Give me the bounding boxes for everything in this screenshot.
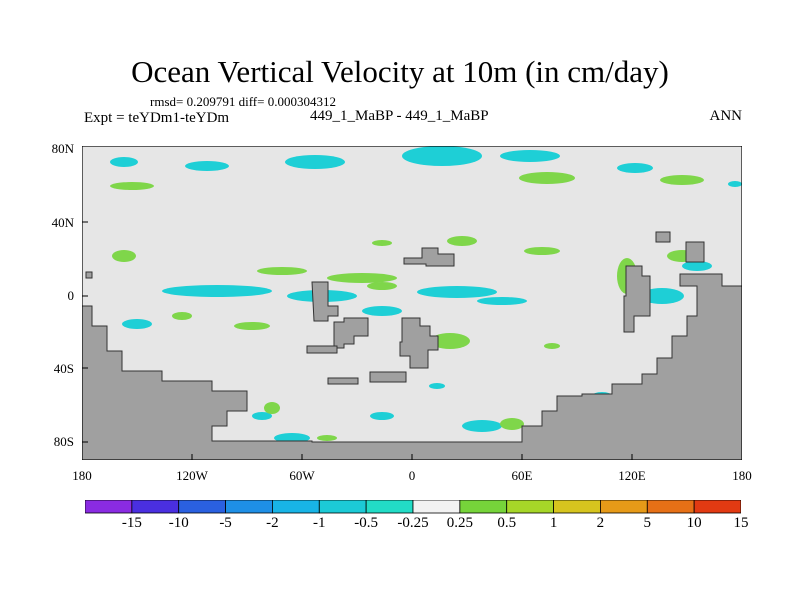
colorbar-label: 0.25 xyxy=(446,515,473,531)
colorbar-swatch xyxy=(646,500,695,514)
colorbar-swatch xyxy=(553,500,601,514)
colorbar-swatch xyxy=(225,500,273,514)
colorbar-label: -2 xyxy=(266,515,279,531)
colorbar-label: -0.5 xyxy=(354,515,379,531)
colorbar-label: 10 xyxy=(686,515,702,531)
colorbar-label: -0.25 xyxy=(397,515,429,531)
lon-label-180e: 180 xyxy=(732,468,752,483)
lon-label-120w: 120W xyxy=(176,468,208,483)
colorbar-label: -15 xyxy=(121,515,142,531)
lat-label-40n: 40N xyxy=(51,215,74,230)
map-title: Ocean Vertical Velocity at 10m (in cm/da… xyxy=(131,54,669,89)
lat-label-80s: 80S xyxy=(53,434,74,449)
colorbar-label: 5 xyxy=(643,515,652,531)
stats-line: rmsd= 0.209791 diff= 0.000304312 xyxy=(150,94,336,109)
lat-label-40s: 40S xyxy=(53,361,74,376)
colorbar xyxy=(85,500,741,514)
positive-velocity-patches xyxy=(110,172,704,441)
colorbar-label: 1 xyxy=(549,515,558,531)
colorbar-swatch xyxy=(131,500,180,514)
colorbar-swatch xyxy=(693,500,741,514)
negative-velocity-patches xyxy=(110,146,742,443)
lon-label-120e: 120E xyxy=(618,468,646,483)
colorbar-swatch xyxy=(272,500,320,514)
lon-label-0: 0 xyxy=(408,468,416,483)
lat-label-0: 0 xyxy=(67,288,75,303)
colorbar-label: -1 xyxy=(313,515,326,531)
colorbar-swatch xyxy=(178,500,226,514)
colorbar-swatch xyxy=(85,500,133,514)
season-label: ANN xyxy=(709,108,743,124)
axis-ticks xyxy=(82,146,633,460)
colorbar-swatch xyxy=(318,500,367,514)
case-names: 449_1_MaBP - 449_1_MaBP xyxy=(310,108,489,124)
colorbar-swatch xyxy=(365,500,414,514)
colorbar-swatch xyxy=(600,500,648,514)
lon-label-180w: 180 xyxy=(72,468,92,483)
experiment-label: Expt = teYDm1-teYDm xyxy=(84,110,230,126)
colorbar-swatch xyxy=(506,500,554,514)
colorbar-label: 15 xyxy=(733,515,749,531)
map-plot xyxy=(82,146,742,460)
lat-label-80n: 80N xyxy=(51,141,74,156)
colorbar-swatch xyxy=(412,500,461,514)
colorbar-label: -5 xyxy=(219,515,232,531)
land-mask xyxy=(82,231,742,460)
colorbar-label: -10 xyxy=(168,515,189,531)
lon-label-60e: 60E xyxy=(511,468,533,483)
lon-label-60w: 60W xyxy=(289,468,315,483)
colorbar-swatch xyxy=(459,500,508,514)
colorbar-label: 0.5 xyxy=(497,515,517,531)
colorbar-label: 2 xyxy=(596,515,605,531)
